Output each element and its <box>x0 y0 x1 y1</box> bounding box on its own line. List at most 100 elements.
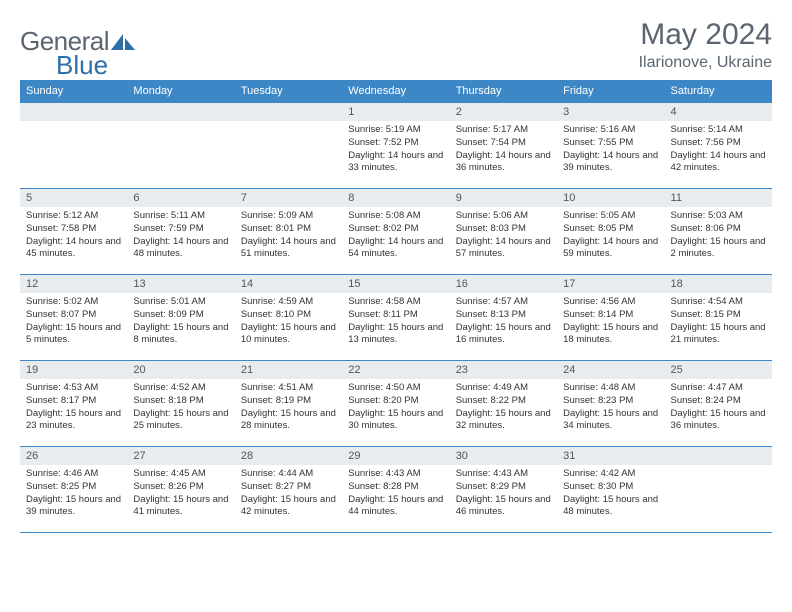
day-number: 11 <box>665 189 772 207</box>
calendar-day-cell: 7Sunrise: 5:09 AMSunset: 8:01 PMDaylight… <box>235 189 342 275</box>
day-details: Sunrise: 5:01 AMSunset: 8:09 PMDaylight:… <box>127 293 234 351</box>
calendar-table: SundayMondayTuesdayWednesdayThursdayFrid… <box>20 80 772 533</box>
calendar-day-cell: 2Sunrise: 5:17 AMSunset: 7:54 PMDaylight… <box>450 103 557 189</box>
weekday-header: Monday <box>127 80 234 103</box>
day-number: 31 <box>557 447 664 465</box>
calendar-day-cell: 30Sunrise: 4:43 AMSunset: 8:29 PMDayligh… <box>450 447 557 533</box>
day-number-empty <box>235 103 342 121</box>
day-number: 24 <box>557 361 664 379</box>
weekday-header: Wednesday <box>342 80 449 103</box>
day-details: Sunrise: 5:12 AMSunset: 7:58 PMDaylight:… <box>20 207 127 265</box>
calendar-day-cell: 23Sunrise: 4:49 AMSunset: 8:22 PMDayligh… <box>450 361 557 447</box>
day-number: 20 <box>127 361 234 379</box>
day-details: Sunrise: 4:42 AMSunset: 8:30 PMDaylight:… <box>557 465 664 523</box>
day-number: 14 <box>235 275 342 293</box>
calendar-day-cell: 1Sunrise: 5:19 AMSunset: 7:52 PMDaylight… <box>342 103 449 189</box>
day-number: 3 <box>557 103 664 121</box>
calendar-day-cell: 9Sunrise: 5:06 AMSunset: 8:03 PMDaylight… <box>450 189 557 275</box>
calendar-body: 1Sunrise: 5:19 AMSunset: 7:52 PMDaylight… <box>20 103 772 533</box>
day-details: Sunrise: 4:47 AMSunset: 8:24 PMDaylight:… <box>665 379 772 437</box>
day-number: 6 <box>127 189 234 207</box>
month-title: May 2024 <box>639 18 772 52</box>
calendar-day-cell <box>665 447 772 533</box>
day-number: 13 <box>127 275 234 293</box>
calendar-day-cell: 14Sunrise: 4:59 AMSunset: 8:10 PMDayligh… <box>235 275 342 361</box>
logo-sail-icon <box>111 32 137 52</box>
day-number: 5 <box>20 189 127 207</box>
calendar-day-cell <box>20 103 127 189</box>
day-details: Sunrise: 4:43 AMSunset: 8:28 PMDaylight:… <box>342 465 449 523</box>
day-number: 23 <box>450 361 557 379</box>
day-number: 4 <box>665 103 772 121</box>
calendar-day-cell: 15Sunrise: 4:58 AMSunset: 8:11 PMDayligh… <box>342 275 449 361</box>
calendar-day-cell: 3Sunrise: 5:16 AMSunset: 7:55 PMDaylight… <box>557 103 664 189</box>
day-number: 8 <box>342 189 449 207</box>
day-number: 16 <box>450 275 557 293</box>
calendar-day-cell: 22Sunrise: 4:50 AMSunset: 8:20 PMDayligh… <box>342 361 449 447</box>
calendar-day-cell: 12Sunrise: 5:02 AMSunset: 8:07 PMDayligh… <box>20 275 127 361</box>
day-number: 12 <box>20 275 127 293</box>
day-number: 15 <box>342 275 449 293</box>
calendar-day-cell: 11Sunrise: 5:03 AMSunset: 8:06 PMDayligh… <box>665 189 772 275</box>
day-details: Sunrise: 4:45 AMSunset: 8:26 PMDaylight:… <box>127 465 234 523</box>
calendar-day-cell: 10Sunrise: 5:05 AMSunset: 8:05 PMDayligh… <box>557 189 664 275</box>
calendar-day-cell: 19Sunrise: 4:53 AMSunset: 8:17 PMDayligh… <box>20 361 127 447</box>
day-number: 9 <box>450 189 557 207</box>
calendar-day-cell: 8Sunrise: 5:08 AMSunset: 8:02 PMDaylight… <box>342 189 449 275</box>
calendar-day-cell: 24Sunrise: 4:48 AMSunset: 8:23 PMDayligh… <box>557 361 664 447</box>
calendar-day-cell: 27Sunrise: 4:45 AMSunset: 8:26 PMDayligh… <box>127 447 234 533</box>
day-number-empty <box>127 103 234 121</box>
calendar-week-row: 5Sunrise: 5:12 AMSunset: 7:58 PMDaylight… <box>20 189 772 275</box>
calendar-day-cell: 4Sunrise: 5:14 AMSunset: 7:56 PMDaylight… <box>665 103 772 189</box>
weekday-header: Sunday <box>20 80 127 103</box>
day-details: Sunrise: 4:48 AMSunset: 8:23 PMDaylight:… <box>557 379 664 437</box>
day-details: Sunrise: 5:09 AMSunset: 8:01 PMDaylight:… <box>235 207 342 265</box>
day-number: 10 <box>557 189 664 207</box>
day-number: 30 <box>450 447 557 465</box>
location-text: Ilarionove, Ukraine <box>639 54 772 72</box>
calendar-day-cell: 28Sunrise: 4:44 AMSunset: 8:27 PMDayligh… <box>235 447 342 533</box>
day-details: Sunrise: 4:49 AMSunset: 8:22 PMDaylight:… <box>450 379 557 437</box>
calendar-day-cell: 13Sunrise: 5:01 AMSunset: 8:09 PMDayligh… <box>127 275 234 361</box>
day-details: Sunrise: 5:17 AMSunset: 7:54 PMDaylight:… <box>450 121 557 179</box>
day-details: Sunrise: 4:59 AMSunset: 8:10 PMDaylight:… <box>235 293 342 351</box>
day-details: Sunrise: 5:11 AMSunset: 7:59 PMDaylight:… <box>127 207 234 265</box>
day-details: Sunrise: 4:57 AMSunset: 8:13 PMDaylight:… <box>450 293 557 351</box>
day-details: Sunrise: 4:50 AMSunset: 8:20 PMDaylight:… <box>342 379 449 437</box>
day-details: Sunrise: 4:54 AMSunset: 8:15 PMDaylight:… <box>665 293 772 351</box>
day-details: Sunrise: 4:46 AMSunset: 8:25 PMDaylight:… <box>20 465 127 523</box>
day-number: 18 <box>665 275 772 293</box>
day-details: Sunrise: 4:58 AMSunset: 8:11 PMDaylight:… <box>342 293 449 351</box>
calendar-day-cell: 16Sunrise: 4:57 AMSunset: 8:13 PMDayligh… <box>450 275 557 361</box>
calendar-day-cell: 6Sunrise: 5:11 AMSunset: 7:59 PMDaylight… <box>127 189 234 275</box>
day-details: Sunrise: 4:53 AMSunset: 8:17 PMDaylight:… <box>20 379 127 437</box>
day-details: Sunrise: 5:06 AMSunset: 8:03 PMDaylight:… <box>450 207 557 265</box>
day-number: 25 <box>665 361 772 379</box>
weekday-header: Saturday <box>665 80 772 103</box>
calendar-day-cell: 25Sunrise: 4:47 AMSunset: 8:24 PMDayligh… <box>665 361 772 447</box>
day-details: Sunrise: 5:08 AMSunset: 8:02 PMDaylight:… <box>342 207 449 265</box>
weekday-header: Friday <box>557 80 664 103</box>
calendar-day-cell: 20Sunrise: 4:52 AMSunset: 8:18 PMDayligh… <box>127 361 234 447</box>
calendar-day-cell <box>235 103 342 189</box>
day-details: Sunrise: 4:43 AMSunset: 8:29 PMDaylight:… <box>450 465 557 523</box>
day-details: Sunrise: 5:16 AMSunset: 7:55 PMDaylight:… <box>557 121 664 179</box>
day-number: 28 <box>235 447 342 465</box>
day-details: Sunrise: 4:51 AMSunset: 8:19 PMDaylight:… <box>235 379 342 437</box>
day-number: 19 <box>20 361 127 379</box>
weekday-header-row: SundayMondayTuesdayWednesdayThursdayFrid… <box>20 80 772 103</box>
day-number-empty <box>665 447 772 465</box>
day-details: Sunrise: 5:02 AMSunset: 8:07 PMDaylight:… <box>20 293 127 351</box>
weekday-header: Tuesday <box>235 80 342 103</box>
day-details: Sunrise: 4:44 AMSunset: 8:27 PMDaylight:… <box>235 465 342 523</box>
day-number: 26 <box>20 447 127 465</box>
day-details: Sunrise: 5:05 AMSunset: 8:05 PMDaylight:… <box>557 207 664 265</box>
day-details: Sunrise: 5:19 AMSunset: 7:52 PMDaylight:… <box>342 121 449 179</box>
day-details: Sunrise: 4:52 AMSunset: 8:18 PMDaylight:… <box>127 379 234 437</box>
weekday-header: Thursday <box>450 80 557 103</box>
day-number: 7 <box>235 189 342 207</box>
day-number-empty <box>20 103 127 121</box>
calendar-week-row: 26Sunrise: 4:46 AMSunset: 8:25 PMDayligh… <box>20 447 772 533</box>
header: General May 2024 Ilarionove, Ukraine <box>20 18 772 72</box>
calendar-day-cell: 31Sunrise: 4:42 AMSunset: 8:30 PMDayligh… <box>557 447 664 533</box>
